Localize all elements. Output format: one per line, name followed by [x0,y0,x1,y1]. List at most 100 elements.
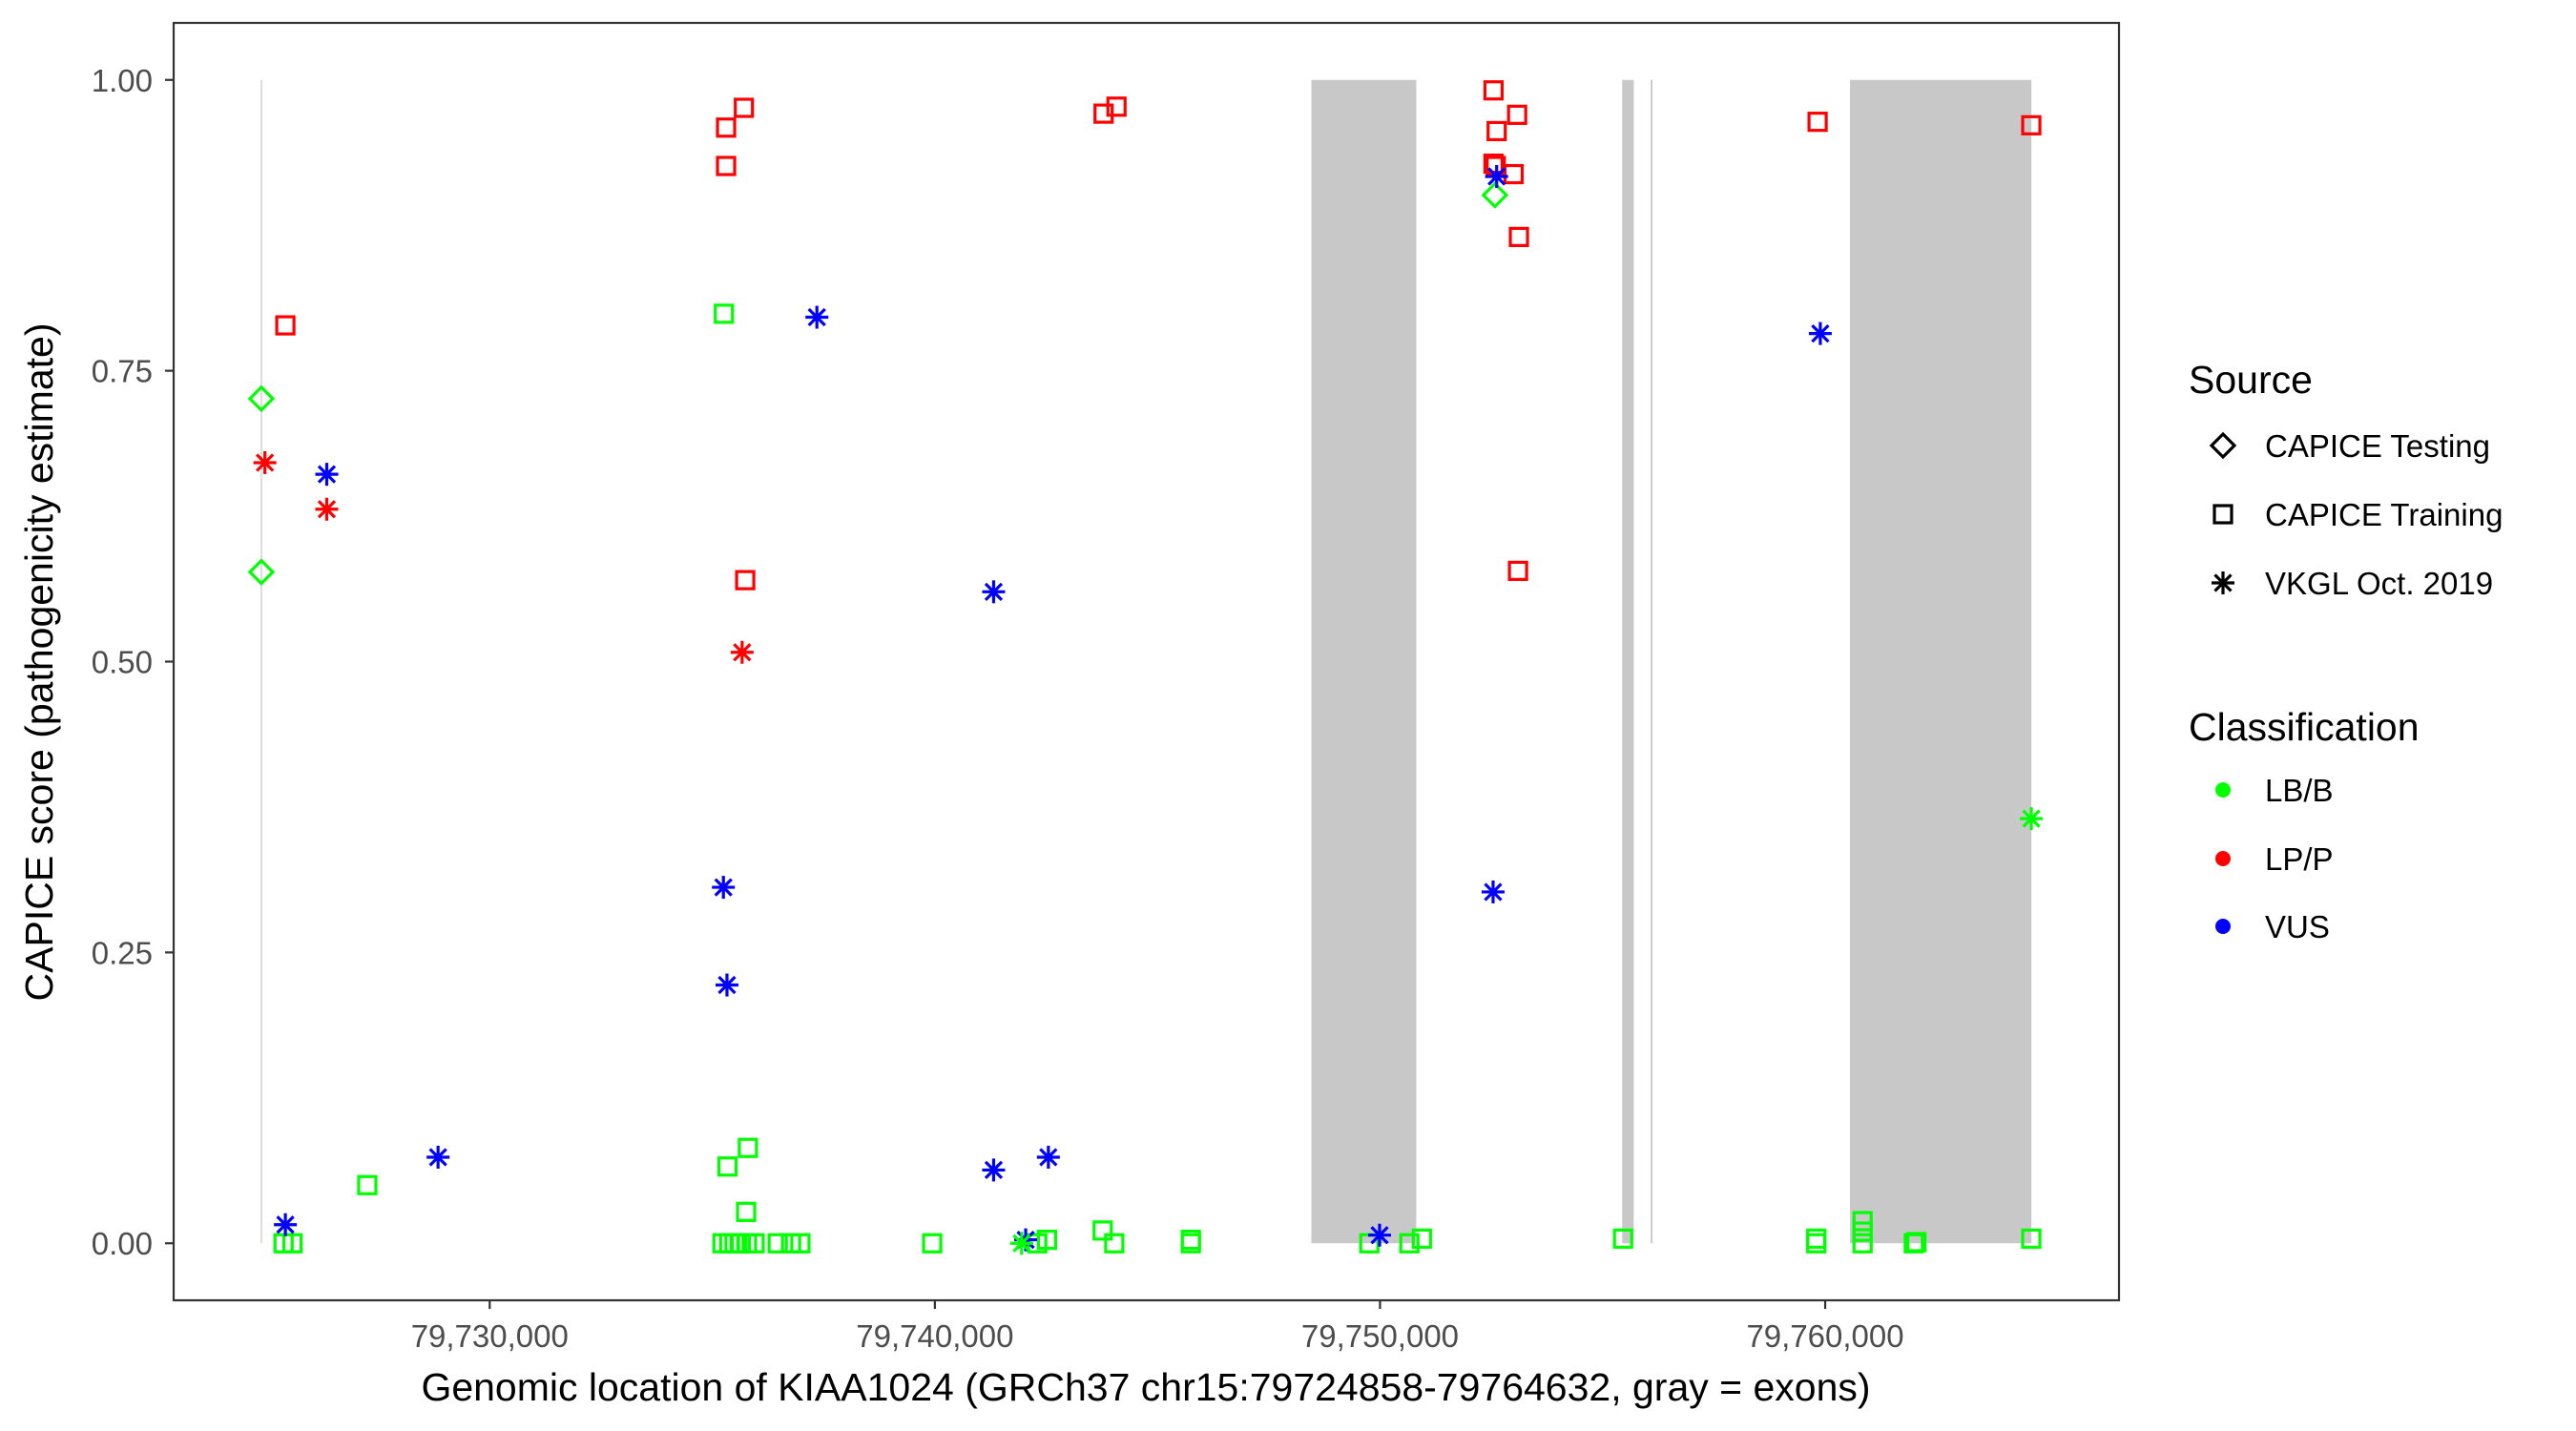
data-point-vkgl [1367,1223,1391,1247]
data-point-vkgl [253,450,277,474]
data-point-vkgl [1009,1232,1033,1255]
data-point-vkgl [982,580,1006,604]
legend-label: LP/P [2265,841,2334,877]
y-tick-label: 0.00 [92,1226,153,1261]
data-point-training [1486,120,1507,142]
y-axis-title: CAPICE score (pathogenicity estimate) [17,323,61,1002]
legend-title-source: Source [2189,358,2313,402]
data-point-training [717,1156,738,1177]
data-point-training [1180,1233,1201,1254]
data-point-training [1483,80,1505,101]
data-point-vkgl [315,463,339,487]
data-point-vkgl [315,497,339,521]
x-tick-label: 79,750,000 [1301,1318,1459,1354]
data-point-training [1806,1233,1827,1254]
exon-region [1651,79,1653,1244]
data-point-vkgl [805,305,829,329]
data-points [247,80,2044,1255]
legend-item-LB-B: LB/B [2215,773,2334,808]
legend-square-icon [2212,504,2233,525]
data-point-vkgl [2020,807,2044,831]
legend-item-training: CAPICE Training [2212,497,2503,532]
data-point-vkgl [730,640,754,664]
y-tick-label: 0.25 [92,935,153,970]
data-point-training [1104,1233,1125,1254]
data-point-training [922,1233,943,1254]
y-tick-label: 0.75 [92,354,153,389]
legend-color-dot-icon [2215,782,2231,798]
data-point-training [1506,104,1527,125]
exon-region [260,79,262,1244]
data-point-training [1503,163,1525,185]
legend-color-dot-icon [2215,919,2231,934]
data-point-training [1507,560,1528,581]
data-point-training [736,1201,757,1222]
data-point-vkgl [1036,1146,1060,1170]
y-tick-label: 1.00 [92,63,153,98]
data-point-training [1612,1228,1633,1249]
x-tick-label: 79,730,000 [411,1318,569,1354]
data-point-training [790,1233,811,1254]
data-point-vkgl [274,1213,298,1236]
data-point-training [716,156,737,176]
data-point-vkgl [715,973,738,997]
data-point-training [735,570,756,591]
data-point-training [767,1233,788,1254]
data-point-training [716,117,737,138]
data-point-training [737,1137,758,1158]
legend-label: VKGL Oct. 2019 [2265,566,2493,601]
data-point-vkgl [426,1146,450,1170]
data-point-training [1852,1233,1873,1254]
data-point-vkgl [1485,164,1508,188]
data-point-training [1807,112,1828,133]
data-point-training [1036,1229,1058,1251]
legend-label: LB/B [2265,773,2334,808]
data-point-training [1852,1221,1873,1242]
y-tick-label: 0.50 [92,645,153,680]
x-axis: 79,730,000 79,740,000 79,750,000 79,760,000 [411,1300,1904,1354]
legend-title-classification: Classification [2189,705,2420,749]
legend-star-icon [2212,571,2234,594]
data-point-training [2021,114,2042,135]
data-point-training [2021,1228,2042,1249]
data-point-training [275,315,296,336]
data-point-training [1906,1232,1927,1253]
exon-region [1311,79,1417,1244]
data-point-vkgl [982,1158,1006,1182]
exon-regions [260,79,2032,1244]
exon-region [1850,79,2032,1244]
data-point-vkgl [1808,321,1832,345]
y-axis: 0.00 0.25 0.50 0.75 1.00 [92,63,174,1261]
legend-item-LP-P: LP/P [2215,841,2334,877]
data-point-vkgl [712,876,736,900]
data-point-testing [1481,181,1509,209]
data-point-training [1508,226,1529,247]
legend-color-dot-icon [2215,851,2231,866]
data-point-training [281,1233,303,1254]
x-tick-label: 79,740,000 [856,1318,1013,1354]
legend-label: CAPICE Training [2265,497,2503,532]
data-point-training [1092,1220,1113,1241]
legend-item-vkgl: VKGL Oct. 2019 [2212,566,2493,601]
x-axis-title: Genomic location of KIAA1024 (GRCh37 chr… [421,1365,1870,1409]
data-point-training [734,97,755,118]
exon-region [1622,79,1634,1244]
data-point-training [1093,103,1114,124]
data-point-testing [247,384,276,413]
data-point-training [1852,1211,1873,1232]
legend-diamond-icon [2209,431,2237,460]
data-point-vkgl [1481,880,1505,903]
data-point-training [744,1233,765,1254]
data-point-training [357,1174,378,1195]
legend: Source CAPICE Testing CAPICE Training VKGL… [2189,358,2503,944]
x-tick-label: 79,760,000 [1746,1318,1903,1354]
data-point-testing [247,558,276,586]
data-point-training [714,303,735,324]
data-point-training [1411,1228,1432,1249]
legend-item-testing: CAPICE Testing [2209,428,2490,464]
legend-label: VUS [2265,909,2330,944]
legend-label: CAPICE Testing [2265,428,2490,464]
data-point-training [1106,96,1127,117]
legend-item-VUS: VUS [2215,909,2330,944]
